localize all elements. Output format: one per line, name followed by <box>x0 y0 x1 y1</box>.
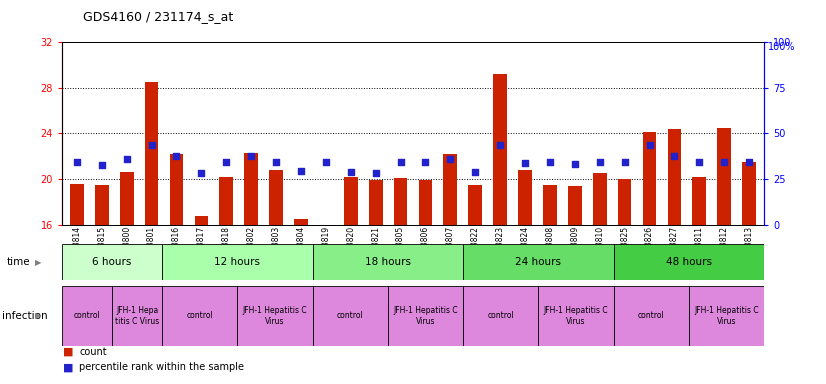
Bar <box>70 184 83 225</box>
Text: percentile rank within the sample: percentile rank within the sample <box>79 362 244 372</box>
Point <box>195 170 208 176</box>
Bar <box>220 177 233 225</box>
Text: 48 hours: 48 hours <box>666 257 712 267</box>
Point <box>344 169 358 175</box>
Bar <box>238 286 313 346</box>
Bar <box>62 286 112 346</box>
Point <box>394 159 407 165</box>
Point <box>519 160 532 166</box>
Text: ▶: ▶ <box>35 311 41 320</box>
Bar <box>444 154 458 225</box>
Bar <box>689 286 764 346</box>
Text: ▶: ▶ <box>35 258 41 266</box>
Point <box>170 153 183 159</box>
Point <box>568 161 582 167</box>
Text: JFH-1 Hepa
titis C Virus: JFH-1 Hepa titis C Virus <box>115 306 159 326</box>
Text: JFH-1 Hepatitis C
Virus: JFH-1 Hepatitis C Virus <box>243 306 307 326</box>
Point <box>444 156 457 162</box>
Bar <box>643 132 657 225</box>
Point <box>693 159 706 165</box>
Bar <box>195 215 208 225</box>
Bar <box>539 286 614 346</box>
Bar <box>244 153 258 225</box>
Point <box>493 142 506 148</box>
Bar <box>162 286 238 346</box>
Text: control: control <box>74 311 101 320</box>
Bar <box>120 172 134 225</box>
Bar <box>618 179 631 225</box>
Bar <box>269 170 283 225</box>
Bar <box>463 286 539 346</box>
Bar <box>62 244 162 280</box>
Bar <box>463 244 614 280</box>
Text: 100%: 100% <box>768 42 795 52</box>
Text: time: time <box>7 257 31 267</box>
Point <box>643 142 656 148</box>
Bar <box>493 74 507 225</box>
Text: control: control <box>638 311 665 320</box>
Point <box>419 159 432 165</box>
Bar <box>294 219 308 225</box>
Point <box>320 159 333 165</box>
Bar <box>95 185 109 225</box>
Text: GDS4160 / 231174_s_at: GDS4160 / 231174_s_at <box>83 10 233 23</box>
Bar <box>614 286 689 346</box>
Text: 18 hours: 18 hours <box>365 257 411 267</box>
Text: JFH-1 Hepatitis C
Virus: JFH-1 Hepatitis C Virus <box>544 306 608 326</box>
Text: control: control <box>487 311 514 320</box>
Point <box>294 168 307 174</box>
Bar <box>394 178 407 225</box>
Bar <box>313 286 388 346</box>
Point <box>718 159 731 165</box>
Bar <box>717 128 731 225</box>
Bar <box>518 170 532 225</box>
Point <box>369 170 382 176</box>
Text: ■: ■ <box>63 347 74 357</box>
Text: control: control <box>337 311 363 320</box>
Bar <box>313 244 463 280</box>
Text: ■: ■ <box>63 362 74 372</box>
Text: count: count <box>79 347 107 357</box>
Text: control: control <box>187 311 213 320</box>
Point <box>667 153 681 159</box>
Point <box>244 153 258 159</box>
Bar <box>419 180 432 225</box>
Bar <box>543 185 557 225</box>
Bar <box>162 244 313 280</box>
Text: 6 hours: 6 hours <box>93 257 132 267</box>
Point <box>145 142 159 148</box>
Point <box>544 159 557 165</box>
Point <box>120 156 133 162</box>
Bar <box>568 186 582 225</box>
Bar <box>667 129 681 225</box>
Bar <box>344 177 358 225</box>
Point <box>269 159 282 165</box>
Bar <box>388 286 463 346</box>
Text: 24 hours: 24 hours <box>515 257 562 267</box>
Text: JFH-1 Hepatitis C
Virus: JFH-1 Hepatitis C Virus <box>694 306 759 326</box>
Point <box>95 162 108 169</box>
Bar <box>169 154 183 225</box>
Text: JFH-1 Hepatitis C
Virus: JFH-1 Hepatitis C Virus <box>393 306 458 326</box>
Point <box>468 169 482 175</box>
Text: infection: infection <box>2 311 48 321</box>
Point <box>743 159 756 165</box>
Point <box>70 159 83 165</box>
Bar <box>368 180 382 225</box>
Bar <box>319 225 333 226</box>
Bar <box>692 177 706 225</box>
Text: 12 hours: 12 hours <box>215 257 260 267</box>
Point <box>220 159 233 165</box>
Bar <box>593 173 606 225</box>
Bar <box>468 185 482 225</box>
Bar <box>112 286 162 346</box>
Bar <box>743 162 756 225</box>
Point <box>593 159 606 165</box>
Bar <box>145 82 159 225</box>
Point <box>618 159 631 165</box>
Bar <box>614 244 764 280</box>
